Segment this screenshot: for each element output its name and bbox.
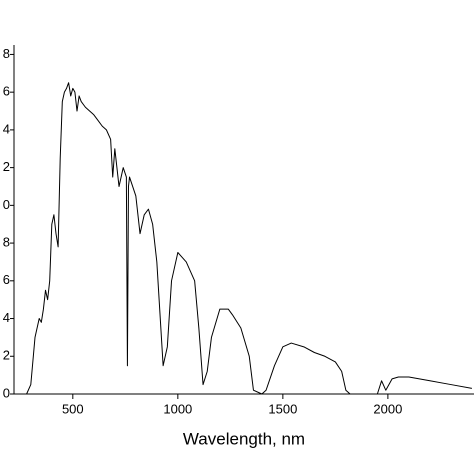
y-tick-label: 0 — [3, 197, 10, 212]
y-tick-label: 8 — [3, 46, 10, 61]
y-tick-label: 2 — [3, 348, 10, 363]
y-tick-label: 2 — [3, 159, 10, 174]
y-tick-label: 8 — [3, 235, 10, 250]
x-tick-label: 1500 — [268, 401, 297, 416]
x-tick-label: 1000 — [163, 401, 192, 416]
y-tick-label: 4 — [3, 121, 10, 136]
x-axis-label: Wavelength, nm — [183, 429, 305, 448]
spectrum-line — [26, 82, 472, 395]
y-tick-label: 6 — [3, 272, 10, 287]
y-tick-label: 4 — [3, 310, 10, 325]
x-tick-label: 2000 — [373, 401, 402, 416]
x-tick-label: 500 — [62, 401, 84, 416]
y-tick-label: 6 — [3, 84, 10, 99]
y-tick-label: 0 — [3, 385, 10, 400]
